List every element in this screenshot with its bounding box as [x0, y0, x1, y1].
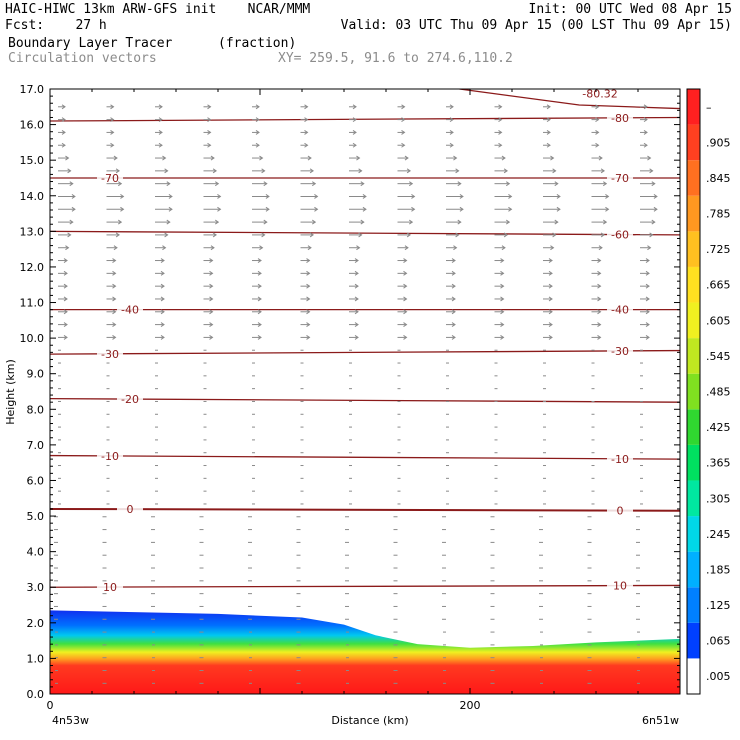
y-tick-label: 6.0 — [27, 474, 45, 487]
xy-text: XY= 259.5, 91.6 to 274.6,110.2 — [278, 51, 513, 66]
colorbar-label: .485 — [706, 386, 731, 399]
y-tick-label: 8.0 — [27, 403, 45, 416]
x-axis: 0 200 — [47, 89, 681, 712]
contour-line — [50, 454, 680, 460]
contour-label: -40 — [121, 304, 139, 317]
contour-label: 0 — [127, 503, 134, 516]
colorbar-label: .845 — [706, 172, 731, 185]
y-tick-label: 1.0 — [27, 652, 45, 665]
colorbar-label: .065 — [706, 635, 731, 648]
colorbar-swatch — [687, 409, 700, 445]
colorbar-label: .605 — [706, 314, 731, 327]
colorbar-swatch — [687, 124, 700, 161]
y-tick-label: 0.0 — [27, 688, 45, 701]
contour-label: -10 — [101, 450, 119, 463]
vector-name: Circulation vectors — [8, 51, 157, 66]
y-tick-label: 16.0 — [20, 119, 45, 132]
colorbar-swatch — [687, 587, 700, 623]
contour-line — [50, 116, 680, 122]
field-unit: (fraction) — [218, 36, 297, 51]
y-tick-label: 15.0 — [20, 154, 45, 167]
colorbar-swatch — [687, 373, 700, 410]
colorbar-label: .425 — [706, 421, 731, 434]
y-tick-label: 14.0 — [20, 190, 45, 203]
boundary-layer-region — [50, 610, 680, 694]
y-tick-label: 4.0 — [27, 546, 45, 559]
colorbar-swatch — [687, 160, 700, 196]
colorbar-label: .365 — [706, 457, 731, 470]
contour-label: -30 — [101, 348, 119, 361]
contour-label: 0 — [617, 505, 624, 518]
y-tick-label: 13.0 — [20, 225, 45, 238]
x-end-label-left: 4n53w — [52, 714, 89, 727]
colorbar-label: .005 — [706, 670, 731, 683]
y-axis: 0.0 1.0 2.0 3.0 4.0 5.0 6.0 7.0 8.0 9.0 10.0 11.0 12… — [20, 83, 680, 701]
colorbar-label: .245 — [706, 528, 731, 541]
y-tick-label: 3.0 — [27, 581, 45, 594]
colorbar-swatch — [687, 195, 700, 232]
x-tick-label: 200 — [460, 699, 481, 712]
x-tick-label: 0 — [47, 699, 54, 712]
colorbar-swatch — [687, 444, 700, 481]
y-tick-label: 7.0 — [27, 439, 45, 452]
colorbar-swatch — [687, 622, 700, 659]
contour-label: -70 — [611, 172, 629, 185]
contour-line — [50, 584, 680, 588]
colorbar-label: .665 — [706, 279, 731, 292]
colorbar-label: .305 — [706, 492, 731, 505]
y-tick-label: 10.0 — [20, 332, 45, 345]
circulation-vectors — [54, 104, 658, 684]
tracer-field — [50, 610, 680, 694]
plot-frame — [49, 88, 681, 695]
y-tick-label: 2.0 — [27, 617, 45, 630]
y-axis-label: Height (km) — [4, 359, 17, 425]
x-axis-label: Distance (km) — [331, 714, 408, 727]
colorbar-label: .905 — [706, 136, 731, 149]
contour-label: 10 — [613, 580, 627, 593]
colorbar: .005 .065 .125 .185 .245 .305 .365 .425 .485 .545… — [686, 88, 731, 695]
colorbar-swatch — [687, 658, 700, 694]
header-right-line1: Init: 00 UTC Wed 08 Apr 15 — [528, 2, 733, 17]
contour-label: -40 — [611, 304, 629, 317]
field-name: Boundary Layer Tracer — [8, 36, 173, 51]
header-right-line2: Valid: 03 UTC Thu 09 Apr 15 (00 LST Thu … — [340, 18, 732, 33]
colorbar-swatch — [687, 266, 700, 303]
colorbar-swatch — [687, 551, 700, 588]
header-left-line1: HAIC-HIWC 13km ARW-GFS init NCAR/MMM — [5, 2, 311, 17]
colorbar-swatch — [687, 516, 700, 552]
contour-line — [50, 230, 680, 236]
contour-label: -70 — [101, 172, 119, 185]
y-tick-label: 9.0 — [27, 368, 45, 381]
colorbar-label: .725 — [706, 243, 731, 256]
x-end-label-right: 6n51w — [642, 714, 679, 727]
top-contour-label: -80.32 — [582, 87, 617, 100]
y-tick-label: 17.0 — [20, 83, 45, 96]
contour-line — [50, 397, 680, 403]
colorbar-label: .125 — [706, 599, 731, 612]
colorbar-label: .545 — [706, 350, 731, 363]
contour-label: -10 — [611, 453, 629, 466]
y-tick-label: 5.0 — [27, 510, 45, 523]
header-left-line2: Fcst: 27 h — [5, 18, 107, 33]
contour-label: -80 — [611, 112, 629, 125]
colorbar-swatch — [687, 302, 700, 339]
contour-line-top — [459, 89, 680, 110]
contour-label: -30 — [611, 345, 629, 358]
contour-line — [50, 349, 680, 355]
colorbar-label: .785 — [706, 208, 731, 221]
colorbar-label: .185 — [706, 563, 731, 576]
temperature-contours: 0 0 10 10 -10 -10 -20 -30 -30 -40 -40 -60 -70 -70 -80 -… — [50, 87, 680, 594]
colorbar-swatch — [687, 338, 700, 374]
colorbar-swatch — [687, 89, 700, 125]
contour-line — [50, 507, 680, 512]
contour-label: 10 — [103, 581, 117, 594]
contour-label: -60 — [611, 229, 629, 242]
colorbar-label: – — [706, 101, 712, 114]
y-tick-label: 11.0 — [20, 297, 45, 310]
colorbar-swatch — [687, 231, 700, 267]
y-tick-label: 12.0 — [20, 261, 45, 274]
colorbar-swatch — [687, 480, 700, 517]
contour-label: -20 — [121, 393, 139, 406]
